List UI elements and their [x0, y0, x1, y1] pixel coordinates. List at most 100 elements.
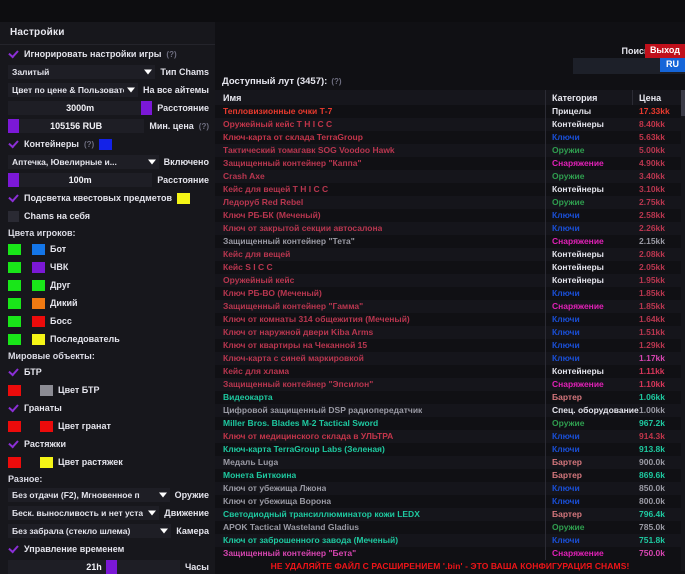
color-swatch[interactable]: [99, 138, 113, 150]
checkbox-checked-icon[interactable]: [8, 367, 19, 378]
table-row[interactable]: Ключ от комнаты 314 общежития (Меченый) К…: [215, 313, 685, 326]
slider-handle[interactable]: [8, 173, 19, 187]
table-row[interactable]: Кейс S I C C Контейнеры 2.05kk: [215, 261, 685, 274]
table-row[interactable]: Ключ РБ-БК (Меченый) Ключи 2.58kk: [215, 209, 685, 222]
checkbox-checked-icon[interactable]: [8, 49, 19, 60]
checkbox-unchecked-icon[interactable]: [8, 210, 19, 222]
table-row[interactable]: Ключ от наружной двери Kiba Arms Ключи 1.5…: [215, 326, 685, 339]
dropdown[interactable]: Цвет по цене & Пользователи: [8, 83, 138, 97]
table-row[interactable]: Тепловизионные очки Т-7 Прицелы 17.33kk: [215, 105, 685, 118]
table-row[interactable]: Кейс для вещей T H I C C Контейнеры 3.10kk: [215, 183, 685, 196]
help-icon[interactable]: (?): [84, 139, 95, 149]
color-swatch-secondary[interactable]: [40, 420, 53, 432]
setting-label: Подсветка квестовых предметов: [24, 193, 173, 203]
cell-name: Защищенный контейнер "Бета": [223, 548, 357, 558]
table-row[interactable]: Защищенный контейнер "Гамма" Снаряжение 1.…: [215, 300, 685, 313]
chevron-down-icon[interactable]: [147, 159, 156, 165]
table-row[interactable]: Ключ-карта с синей маркировкой Ключи 1.17k…: [215, 352, 685, 365]
checkbox-checked-icon[interactable]: [8, 139, 19, 150]
table-row[interactable]: Miller Bros. Blades M-2 Tactical Sword Ор…: [215, 417, 685, 430]
color-swatch-primary[interactable]: [8, 279, 21, 291]
chevron-down-icon[interactable]: [148, 510, 157, 516]
language-button[interactable]: RU: [660, 58, 685, 72]
table-row[interactable]: Медаль Luga Бартер 900.0k: [215, 456, 685, 469]
color-swatch-primary[interactable]: [8, 456, 21, 468]
dropdown[interactable]: Залитый: [8, 65, 156, 79]
search-input[interactable]: [573, 58, 685, 74]
table-row[interactable]: Ключ-карта TerraGroup Labs (Зеленая) Ключ…: [215, 443, 685, 456]
color-swatch-secondary[interactable]: [32, 279, 45, 291]
color-swatch-secondary[interactable]: [32, 243, 45, 255]
slider[interactable]: 105156 RUB: [8, 119, 145, 133]
checkbox-checked-icon[interactable]: [8, 439, 19, 450]
exit-button[interactable]: Выход: [644, 44, 685, 58]
table-row[interactable]: Ключ от закрытой секции автосалона Ключи 2…: [215, 222, 685, 235]
table-row[interactable]: Ключ-карта от склада TerraGroup Ключи 5.63…: [215, 131, 685, 144]
color-swatch[interactable]: [177, 192, 191, 204]
table-row[interactable]: Монета Биткоина Бартер 869.6k: [215, 469, 685, 482]
checkbox-checked-icon[interactable]: [8, 403, 19, 414]
checkbox-checked-icon[interactable]: [8, 544, 19, 555]
column-header-price[interactable]: Цена: [639, 93, 662, 103]
help-icon[interactable]: (?): [331, 77, 342, 86]
chevron-down-icon[interactable]: [158, 492, 167, 498]
table-row[interactable]: Тактический томагавк SOG Voodoo Hawk Оруж…: [215, 144, 685, 157]
color-swatch-secondary[interactable]: [32, 315, 45, 327]
dropdown[interactable]: Без отдачи (F2), Мгновенное п: [8, 488, 170, 502]
help-icon[interactable]: (?): [198, 121, 209, 131]
color-swatch-primary[interactable]: [8, 315, 21, 327]
color-swatch-primary[interactable]: [8, 297, 21, 309]
table-row[interactable]: Ледоруб Red Rebel Оружие 2.75kk: [215, 196, 685, 209]
table-row[interactable]: Ключ РБ-ВО (Меченый) Ключи 1.85kk: [215, 287, 685, 300]
cell-category: Оружие: [552, 171, 585, 181]
column-header-category[interactable]: Категория: [552, 93, 598, 103]
scrollbar-thumb[interactable]: [681, 90, 685, 116]
dropdown[interactable]: Аптечка, Ювелирные и...: [8, 155, 159, 169]
table-row[interactable]: Светодиодный трансиллюминатор кожи LEDX Б…: [215, 508, 685, 521]
table-row[interactable]: Кейс для хлама Контейнеры 1.11kk: [215, 365, 685, 378]
table-row[interactable]: Ключ от убежища Лжона Ключи 850.0k: [215, 482, 685, 495]
slider[interactable]: 21h: [8, 560, 180, 574]
color-swatch-primary[interactable]: [8, 243, 21, 255]
table-row[interactable]: Видеокарта Бартер 1.06kk: [215, 391, 685, 404]
table-row[interactable]: Кейс для вещей Контейнеры 2.08kk: [215, 248, 685, 261]
chevron-down-icon[interactable]: [144, 69, 153, 75]
table-row[interactable]: Оружейный кейс T H I C C Контейнеры 8.40kk: [215, 118, 685, 131]
table-row[interactable]: Защищенный контейнер "Эпсилон" Снаряжение…: [215, 378, 685, 391]
color-swatch-primary[interactable]: [8, 333, 21, 345]
loot-table-body[interactable]: Тепловизионные очки Т-7 Прицелы 17.33kk Ору…: [215, 105, 685, 571]
color-swatch-primary[interactable]: [8, 420, 21, 432]
table-row[interactable]: Ключ от медицинского склада в УЛЬТРА Ключ…: [215, 430, 685, 443]
color-swatch-secondary[interactable]: [32, 333, 45, 345]
chevron-down-icon[interactable]: [160, 528, 169, 534]
color-swatch-primary[interactable]: [8, 261, 21, 273]
column-header-name[interactable]: Имя: [223, 93, 242, 103]
dropdown[interactable]: Без забрала (стекло шлема): [8, 524, 172, 538]
table-row[interactable]: Ключ от квартиры на Чеканной 15 Ключи 1.29…: [215, 339, 685, 352]
color-swatch-primary[interactable]: [8, 384, 21, 396]
table-row[interactable]: Ключ от убежища Ворона Ключи 800.0k: [215, 495, 685, 508]
table-row[interactable]: Защищенный контейнер "Каппа" Снаряжение 4.…: [215, 157, 685, 170]
scrollbar[interactable]: [681, 90, 685, 571]
table-row[interactable]: Оружейный кейс Контейнеры 1.95kk: [215, 274, 685, 287]
slider-handle[interactable]: [8, 119, 19, 133]
color-swatch-secondary[interactable]: [40, 384, 53, 396]
checkbox-checked-icon[interactable]: [8, 193, 19, 204]
table-row[interactable]: Цифровой защищенный DSP радиопередатчик С…: [215, 404, 685, 417]
setting-label: Оружие: [174, 490, 209, 500]
table-row[interactable]: Ключ от заброшенного завода (Меченый) Клю…: [215, 534, 685, 547]
chevron-down-icon[interactable]: [126, 87, 135, 93]
slider[interactable]: 3000m: [8, 101, 153, 115]
slider[interactable]: 100m: [8, 173, 153, 187]
color-swatch-secondary[interactable]: [32, 261, 45, 273]
table-row[interactable]: Защищенный контейнер "Тета" Снаряжение 2.1…: [215, 235, 685, 248]
color-swatch-secondary[interactable]: [40, 456, 53, 468]
table-row[interactable]: APOK Tactical Wasteland Gladius Оружие 785…: [215, 521, 685, 534]
slider-handle[interactable]: [106, 560, 118, 574]
help-icon[interactable]: (?): [166, 49, 177, 59]
color-swatch-secondary[interactable]: [32, 297, 45, 309]
dropdown[interactable]: Беск. выносливость и нет уста: [8, 506, 160, 520]
slider-handle[interactable]: [141, 101, 153, 115]
table-row[interactable]: Crash Axe Оружие 3.40kk: [215, 170, 685, 183]
table-row[interactable]: Защищенный контейнер "Бета" Снаряжение 750…: [215, 547, 685, 560]
